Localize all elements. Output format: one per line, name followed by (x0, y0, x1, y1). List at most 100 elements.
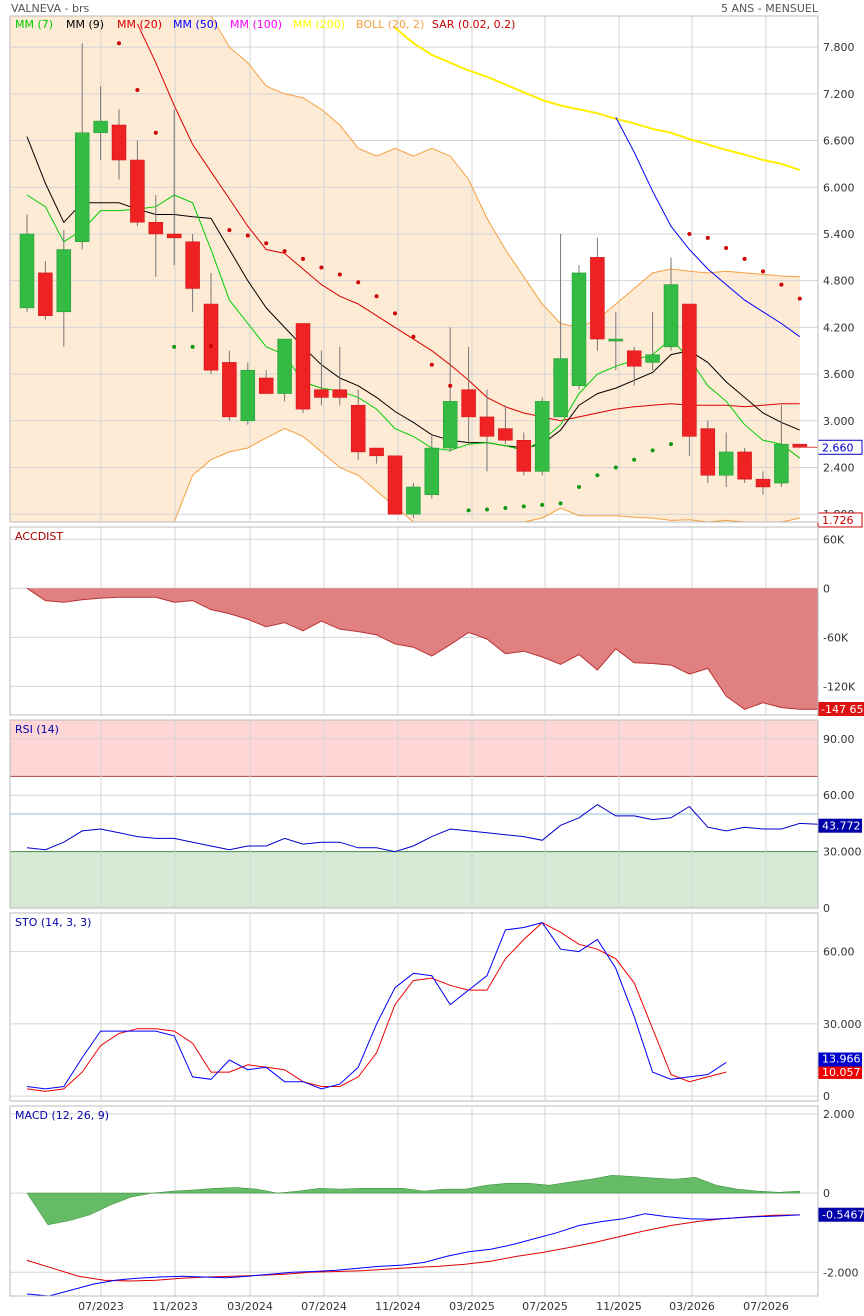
sar-low-label: 1.726 (822, 514, 854, 527)
sar-dot (448, 383, 453, 388)
candle-body (700, 428, 716, 476)
candle-body (314, 389, 329, 398)
candle-body (295, 323, 311, 410)
candle-body (130, 159, 145, 223)
price-tick-label: 5.400 (823, 228, 855, 241)
sar-dot (172, 344, 177, 349)
candle-body (553, 358, 568, 418)
sto-k-last-label: 13.966 (822, 1053, 861, 1066)
candle-body (571, 272, 587, 387)
macd-tick-label: 0 (823, 1187, 830, 1200)
sar-dot (117, 41, 121, 46)
sar-dot (319, 265, 324, 270)
sar-dot (135, 87, 140, 92)
sar-dot (264, 241, 269, 246)
macd-histogram (26, 1175, 801, 1226)
legend-item: MM (200) (293, 18, 346, 31)
candle-body (590, 257, 605, 340)
accdist-line (26, 587, 819, 710)
candle-body (442, 401, 458, 449)
legend-item: BOLL (20, 2) (356, 18, 425, 31)
candle-body (645, 354, 660, 363)
x-tick-label: 07/2026 (743, 1300, 789, 1313)
candle-body (755, 478, 771, 488)
sar-dot (650, 448, 655, 453)
price-tick-label: 6.600 (823, 135, 855, 148)
macd-title: MACD (12, 26, 9) (15, 1109, 110, 1122)
price-tick-label: 4.800 (823, 275, 855, 288)
price-tick-label: 2.400 (823, 462, 855, 475)
sar-dot (779, 282, 784, 287)
sto-d-last-badge (818, 1065, 862, 1079)
candle-body (498, 428, 513, 441)
sto-title: STO (14, 3, 3) (15, 916, 92, 929)
rsi-tick-label: 60.00 (823, 789, 855, 802)
macd-line (26, 1213, 800, 1297)
sto-tick-label: 0 (823, 1090, 830, 1103)
sar-dot (595, 473, 600, 478)
rsi-title: RSI (14) (15, 723, 59, 736)
accdist-last-badge (818, 701, 864, 716)
mm200-line (394, 26, 801, 172)
price-tick-label: 7.800 (823, 41, 855, 54)
sar-dot (301, 256, 305, 261)
candle-body (56, 249, 72, 313)
x-tick-label: 11/2024 (375, 1300, 421, 1313)
sto-tick-label: 60.00 (823, 946, 855, 959)
candle-body (608, 338, 624, 342)
sar-dot (503, 505, 508, 510)
legend-item: MM (7) (15, 18, 54, 31)
price-tick-label: 6.000 (823, 181, 855, 194)
sto-k-last-badge (818, 1052, 862, 1067)
legend-item: SAR (0.02, 0.2) (432, 18, 516, 31)
sar-dot (669, 442, 673, 447)
rsi-line (26, 804, 819, 853)
bollinger-band-fill (10, 16, 800, 522)
sar-dot (190, 344, 195, 349)
candle-body (461, 389, 476, 418)
sar-dot (540, 502, 545, 507)
macd-signal-line (26, 1214, 800, 1282)
period-label: 5 ANS - MENSUEL (721, 2, 818, 15)
price-tick-label: 7.200 (823, 88, 855, 101)
sar-dot (282, 249, 287, 254)
candle-body (774, 443, 789, 484)
accdist-tick-label: -120K (823, 680, 856, 693)
sar-dot (521, 504, 526, 509)
legend-item: MM (50) (173, 18, 219, 31)
candle-body (424, 447, 440, 496)
macd-panel-frame (9, 1105, 819, 1297)
sar-dot (245, 233, 250, 238)
candle-body (682, 303, 697, 437)
rsi-last-badge (818, 818, 862, 833)
sar-dot (742, 256, 747, 261)
macd-tick-label: 2.000 (823, 1108, 855, 1121)
candle-body (369, 447, 384, 457)
candle-body (479, 416, 495, 437)
accdist-last-label: -147 653 (821, 703, 864, 716)
candle-body (332, 389, 348, 398)
rsi-oversold-zone (10, 851, 818, 908)
x-tick-label: 07/2023 (78, 1300, 124, 1313)
candle-body (111, 124, 127, 161)
sar-dot (724, 245, 729, 250)
candle-body (737, 451, 752, 480)
sar-dot (374, 294, 379, 299)
x-tick-label: 03/2024 (227, 1300, 273, 1313)
legend-item: MM (20) (117, 18, 163, 31)
candle-body (185, 241, 200, 289)
accdist-panel-frame (9, 526, 819, 716)
macd-last-badge (818, 1207, 864, 1222)
candle-body (387, 455, 403, 515)
sar-dot (393, 311, 397, 316)
accdist-area (27, 588, 819, 710)
candle-body (74, 132, 90, 243)
rsi-tick-label: 90.00 (823, 733, 855, 746)
rsi-panel-frame (9, 719, 819, 909)
accdist-tick-label: 60K (823, 533, 845, 546)
x-tick-label: 03/2026 (669, 1300, 715, 1313)
candle-body (718, 451, 734, 476)
candle-body (277, 338, 292, 394)
sar-dot (705, 235, 710, 240)
